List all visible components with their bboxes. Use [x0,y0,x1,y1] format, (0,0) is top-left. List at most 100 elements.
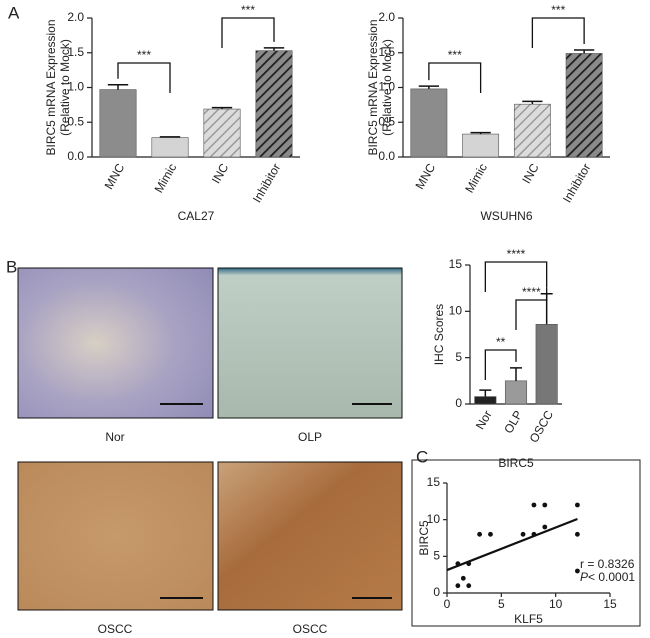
x-tick-label: Mimic [462,161,490,195]
significance-bracket [428,62,482,93]
error-bar [479,389,492,397]
y-tick-label: 0 [455,396,462,410]
point [531,502,537,508]
y-tick-label: 1.0 [378,80,395,94]
bar [504,380,528,405]
regression-line [446,518,578,572]
y-tick-label: 0.5 [67,114,84,128]
y-tick-label: 5 [433,549,440,563]
significance-bracket [117,62,171,93]
significance-label: *** [551,3,565,17]
significance-bracket [484,349,517,380]
x-tick-label: Inhibitor [250,161,283,205]
error-bar [509,367,523,381]
error-bar [470,131,491,135]
y-axis-label: BIRC5 mRNA Expression [44,19,58,155]
y-tick-label: 2.0 [378,10,395,24]
y-tick-label: 1.0 [67,80,84,94]
y-tick-label: 0.5 [378,114,395,128]
x-tick-label: 0 [444,597,451,611]
point [531,531,537,537]
significance-label: **** [507,247,526,261]
x-tick-label: MNC [102,161,128,192]
error-bar [522,100,543,105]
micrograph [17,267,214,419]
point [488,531,493,537]
y-tick-label: 15 [427,475,441,489]
error-bar [573,49,595,54]
point [542,502,548,508]
bar [255,50,293,158]
point [575,568,580,574]
significance-label: *** [448,48,462,62]
image-label: OSCC [98,622,133,636]
x-tick-label: INC [519,161,542,186]
stat-r: r = 0.8326 [580,557,635,571]
x-tick-label: Nor [473,408,495,432]
error-bar [418,85,440,89]
stat-p: P< 0.0001 [580,570,635,584]
point [466,583,472,589]
image-label: OLP [298,430,322,444]
bar [565,53,603,158]
x-axis-label: WSUHN6 [480,209,532,223]
significance-bracket [531,17,585,48]
x-tick-label: Mimic [152,161,180,195]
micrograph [217,267,403,419]
y-tick-label: 1.5 [67,45,84,59]
p-value: < 0.0001 [588,570,635,584]
y-tick-label: 0.0 [378,149,395,163]
significance-bracket [484,261,548,292]
x-axis-label: BIRC5 [498,456,534,470]
x-axis-label: CAL27 [178,209,215,223]
panel-letter: C [416,447,428,466]
x-tick-label: OLP [501,408,525,436]
significance-bracket [515,287,548,330]
y-axis-label: (Relative to Mock) [58,39,72,136]
point [460,575,466,581]
p-symbol: P [580,570,588,584]
bar [513,103,551,158]
significance-label: *** [137,48,151,62]
panel-border [411,459,641,627]
point [477,531,482,537]
y-tick-label: 10 [427,512,441,526]
x-axis-label: KLF5 [514,612,543,626]
y-tick-label: 5 [455,350,462,364]
image-label: OSCC [293,622,328,636]
error-bar [107,83,129,90]
point [575,531,580,537]
significance-bracket [221,17,275,48]
significance-label: ** [496,335,506,349]
bar [151,137,189,158]
x-tick-label: 5 [498,597,505,611]
point [542,524,548,530]
image-label: Nor [105,430,124,444]
bar [99,89,137,158]
bar [410,88,448,158]
micrograph [17,461,214,611]
point [455,583,461,589]
error-bar [263,47,285,51]
panel-letter: B [6,257,17,276]
micrograph [217,461,403,611]
point [575,502,580,508]
x-tick-label: 10 [549,597,563,611]
bar [203,108,241,158]
x-tick-label: 15 [603,597,617,611]
y-tick-label: 0 [433,585,440,599]
bar [535,324,558,405]
error-bar [159,136,181,138]
y-tick-label: 2.0 [67,10,84,24]
x-tick-label: MNC [412,161,438,192]
y-tick-label: 10 [449,304,463,318]
point [455,561,461,567]
panel-letter: A [8,3,20,22]
y-tick-label: 15 [449,257,463,271]
y-tick-label: 1.5 [378,45,395,59]
y-axis-label: BIRC5 [417,520,431,556]
point [520,531,526,537]
y-axis-label: (Relative to Mock) [380,39,394,136]
error-bar [211,106,233,110]
